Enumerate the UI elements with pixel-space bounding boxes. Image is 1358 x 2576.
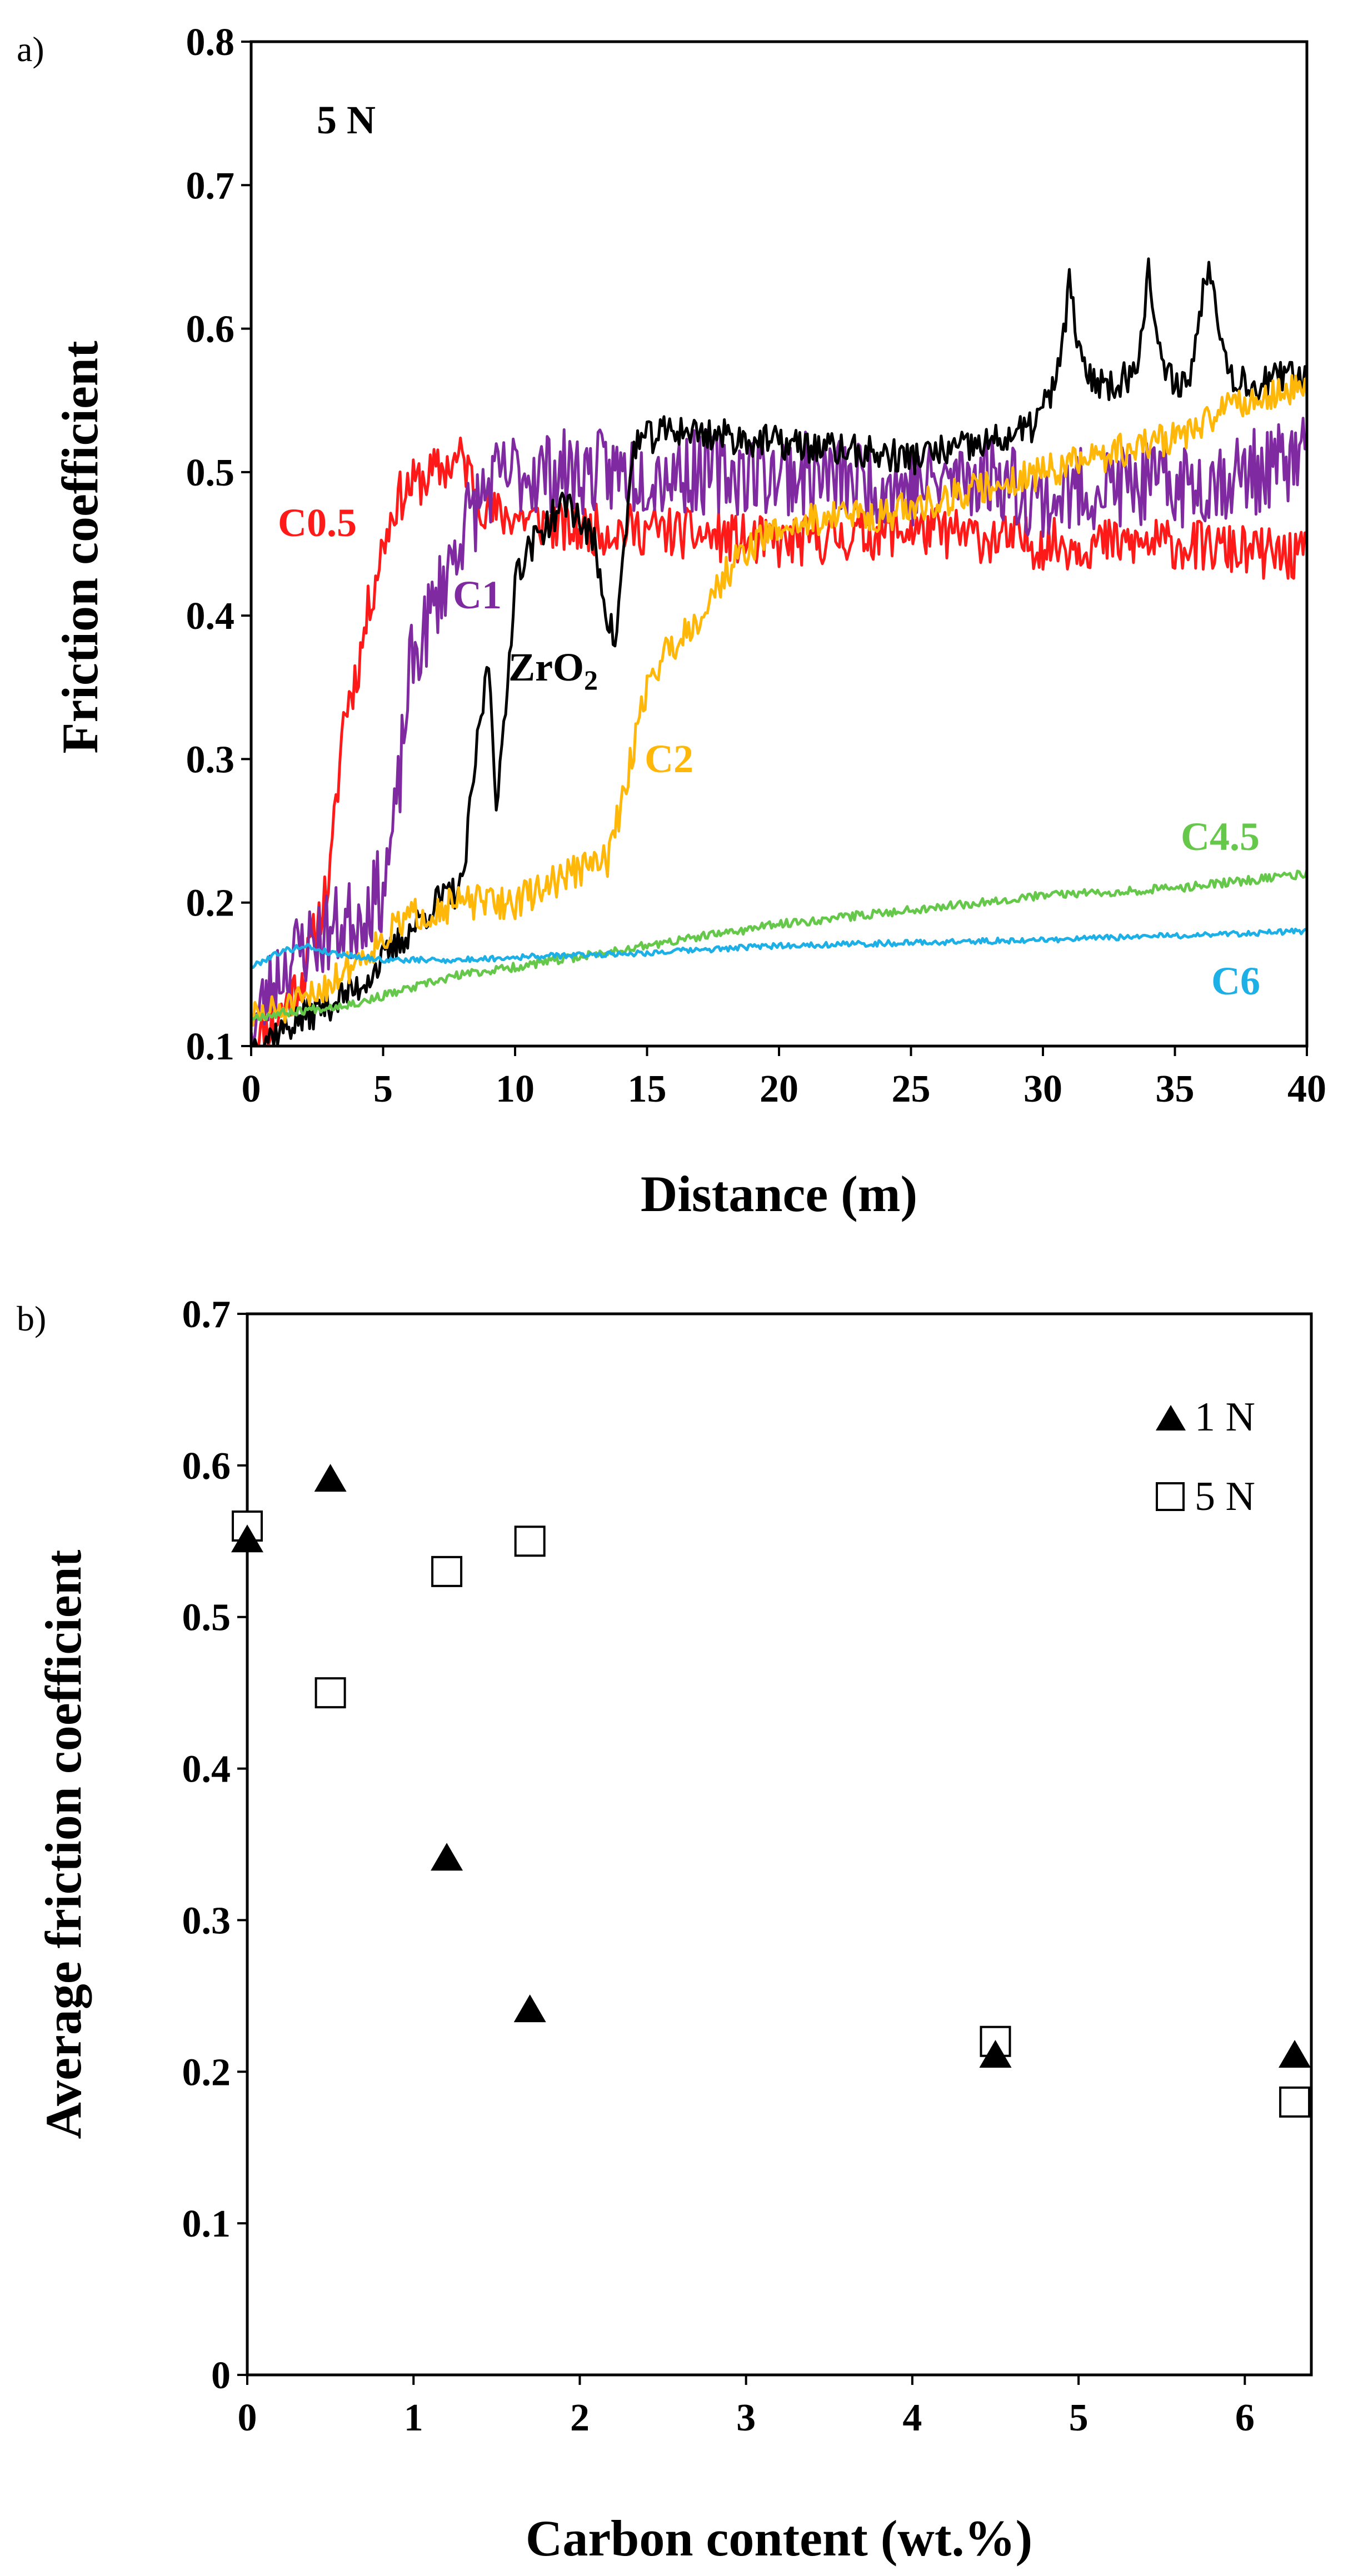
panel-a-y-ticks: 0.1 0.2 0.3 0.4 0.5 0.6 0.7 0.8 [186,21,251,1068]
series-line-C6 [251,927,1307,969]
b-ytick-label: 0.2 [182,2051,231,2094]
b-xtick-label: 1 [404,2397,423,2439]
point-5N [1279,2086,1311,2118]
panel-b-letter: b) [17,1299,46,1338]
b-xtick-label: 2 [570,2397,590,2439]
panel-a-series-group [249,257,1309,1048]
a-ytick-label: 0.7 [186,164,235,207]
legend-label-5N: 5 N [1195,1474,1255,1519]
panel-b-y-ticks: 0 0.1 0.2 0.3 0.4 0.5 0.6 0.7 [182,1293,247,2397]
panel-a-x-axis-title: Distance (m) [641,1166,917,1222]
b-xtick-label: 0 [238,2397,257,2439]
panel-b-plot-frame [246,1312,1313,2377]
point-1N [314,1464,347,1492]
panel-a-load-annotation: 5 N [317,98,376,142]
point-5N [314,1677,346,1709]
b-xtick-label: 5 [1069,2397,1089,2439]
legend: 1 N 5 N [1156,1394,1255,1519]
a-xtick-label: 5 [373,1068,393,1111]
series-line-C1 [249,417,1308,1048]
legend-marker-5N [1156,1482,1185,1511]
b-ytick-label: 0.6 [182,1445,231,1488]
b-ytick-label: 0.7 [182,1293,231,1336]
panel-b-x-axis-title: Carbon content (wt.%) [526,2510,1032,2567]
a-ytick-label: 0.1 [186,1026,235,1068]
b-xtick-label: 3 [736,2397,756,2439]
point-1N [513,1994,546,2023]
b-xtick-label: 4 [902,2397,922,2439]
legend-label-1N: 1 N [1195,1394,1255,1440]
label-ZrO2: ZrO2 [508,645,598,696]
panel-b-points-group [231,1464,1311,2118]
a-xtick-label: 40 [1287,1068,1326,1111]
panel-a-line-chart: a) 0.1 0.2 0.3 0.4 0.5 0.6 0.7 0.8 0 5 10 15 20 25 30… [17,21,1326,1222]
point-1N [231,1524,263,1553]
point-5N [514,1525,546,1557]
panel-a-x-ticks: 0 5 10 15 20 25 30 35 40 [242,1046,1326,1111]
a-xtick-label: 20 [760,1068,798,1111]
point-1N [431,1843,463,1871]
b-ytick-label: 0.1 [182,2203,231,2245]
a-ytick-label: 0.8 [186,21,235,64]
panel-a-y-axis-title: Friction coefficient [52,341,108,754]
label-C4.5: C4.5 [1181,814,1260,859]
label-C6: C6 [1211,959,1260,1003]
a-ytick-label: 0.3 [186,738,235,781]
a-xtick-label: 25 [892,1068,931,1111]
a-ytick-label: 0.4 [186,595,235,638]
a-xtick-label: 10 [496,1068,535,1111]
panel-a-letter: a) [17,29,44,69]
panel-b-y-axis-title: Average friction coefficient [35,1549,92,2139]
point-5N [431,1555,463,1587]
a-xtick-label: 0 [242,1068,261,1111]
a-ytick-label: 0.5 [186,452,235,494]
label-C0.5: C0.5 [278,501,357,545]
point-1N [1279,2040,1311,2068]
panel-b-x-ticks: 0 1 2 3 4 5 6 [238,2375,1255,2439]
legend-marker-1N [1156,1405,1186,1430]
panel-b-scatter-chart: b) 0 0.1 0.2 0.3 0.4 0.5 0.6 0.7 0 1 2 3 4 5 6 1 N 5 … [17,1293,1313,2567]
a-xtick-label: 30 [1024,1068,1062,1111]
label-C2: C2 [645,737,693,781]
b-xtick-label: 6 [1235,2397,1255,2439]
series-line-C2 [249,374,1309,1027]
series-line-C4.5 [250,869,1309,1022]
b-ytick-label: 0.3 [182,1899,231,1942]
a-xtick-label: 35 [1156,1068,1195,1111]
series-line-C0.5 [251,436,1309,1048]
b-ytick-label: 0 [211,2354,231,2397]
b-ytick-label: 0.4 [182,1748,231,1791]
a-ytick-label: 0.2 [186,882,235,925]
point-1N [979,2040,1012,2068]
a-xtick-label: 15 [628,1068,667,1111]
a-ytick-label: 0.6 [186,308,235,351]
label-C1: C1 [453,573,502,617]
b-ytick-label: 0.5 [182,1597,231,1639]
